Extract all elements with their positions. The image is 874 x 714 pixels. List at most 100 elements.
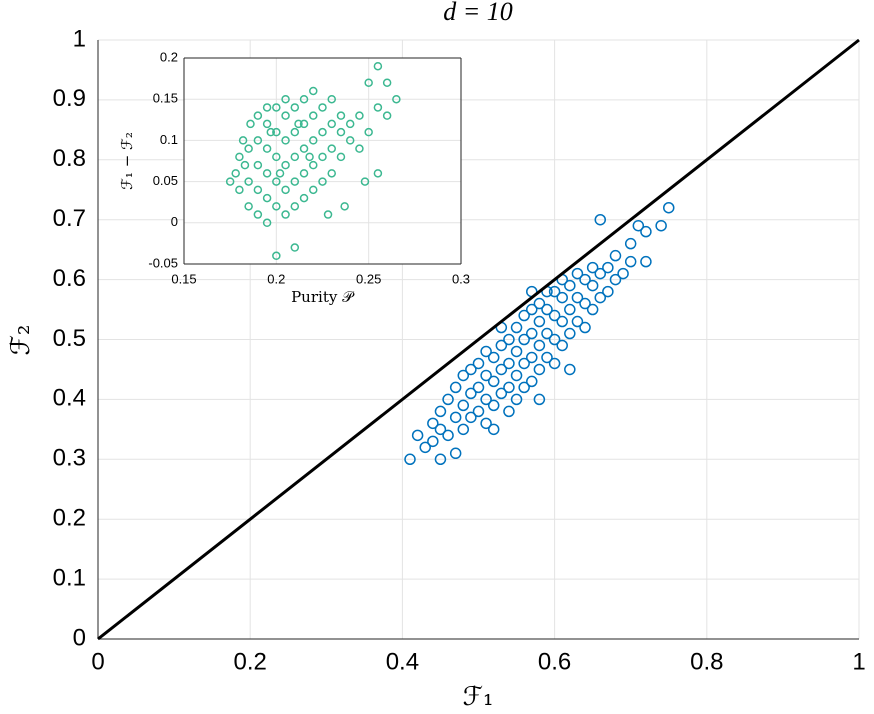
scatter-point — [526, 303, 538, 316]
scatter-point — [518, 357, 530, 370]
scatter-point — [262, 119, 272, 129]
scatter-point — [541, 351, 553, 364]
scatter-point — [262, 169, 272, 178]
scatter-point — [640, 255, 652, 268]
scatter-point — [571, 267, 584, 280]
scatter-point — [564, 363, 576, 376]
scatter-point — [427, 435, 439, 448]
y-tick-label: 0.6 — [53, 265, 86, 292]
y-tick-label: 0.8 — [53, 145, 86, 172]
scatter-point — [253, 185, 263, 195]
scatter-point — [382, 111, 392, 120]
scatter-point — [579, 273, 591, 286]
scatter-point — [345, 136, 355, 145]
scatter-point — [327, 119, 336, 129]
scatter-point — [495, 339, 508, 352]
scatter-point — [526, 327, 538, 340]
scatter-point — [225, 177, 235, 186]
scatter-point — [318, 177, 327, 186]
scatter-point — [272, 202, 281, 211]
plot: 0.15 0.2 0.25 0.3 -0.05 0 0.05 0.1 0.15 0.2 Purity… — [118, 49, 470, 306]
scatter-point — [299, 169, 309, 178]
scatter-point — [586, 279, 599, 292]
scatter-point — [299, 193, 309, 203]
scatter-point — [465, 411, 477, 424]
scatter-point — [336, 152, 346, 162]
y-tick-label: -0.05 — [148, 255, 178, 270]
scatter-point — [294, 119, 303, 129]
scatter-point — [392, 94, 401, 104]
scatter-point — [262, 193, 272, 203]
scatter-point — [327, 169, 336, 178]
y-tick-label: 0.15 — [153, 91, 178, 106]
scatter-point — [624, 255, 637, 268]
x-tick-label: 1 — [852, 648, 865, 675]
scatter-point — [244, 177, 253, 186]
scatter-point — [480, 369, 492, 382]
scatter-point — [244, 202, 253, 211]
scatter-point — [510, 393, 523, 406]
y-tick-label: 0.1 — [53, 564, 86, 591]
scatter-point — [480, 417, 492, 430]
scatter-point — [579, 297, 591, 310]
scatter-point — [253, 111, 263, 120]
scatter-point — [323, 210, 333, 219]
scatter-point — [231, 169, 240, 178]
scatter-point — [272, 177, 281, 186]
scatter-point — [571, 291, 584, 304]
scatter-point — [299, 144, 309, 153]
scatter-point — [457, 423, 470, 436]
x-tick-label: 0.6 — [538, 648, 571, 675]
scatter-point — [281, 210, 290, 219]
scatter-point — [480, 393, 492, 406]
y-tick-label: 0.2 — [53, 505, 86, 532]
scatter-point — [465, 387, 477, 400]
x-tick-label: 0 — [91, 648, 104, 675]
scatter-point — [327, 94, 336, 104]
scatter-point — [309, 160, 318, 170]
scatter-point — [564, 303, 576, 316]
scatter-point — [594, 267, 607, 280]
scatter-point — [487, 351, 500, 364]
scatter-point — [541, 303, 553, 316]
scatter-point — [503, 381, 515, 394]
scatter-point — [449, 447, 462, 460]
scatter-point — [246, 119, 255, 129]
scatter-point — [340, 202, 349, 211]
scatter-point — [266, 127, 276, 137]
scatter-point — [594, 291, 607, 304]
scatter-point — [609, 249, 622, 262]
scatter-point — [526, 375, 538, 388]
scatter-point — [434, 423, 447, 436]
scatter-point — [624, 237, 637, 250]
scatter-point — [382, 78, 392, 87]
scatter-point — [518, 333, 530, 346]
scatter-point — [503, 405, 515, 418]
y-tick-label: 0.7 — [53, 205, 86, 232]
scatter-point — [309, 111, 318, 120]
scatter-point — [262, 144, 272, 153]
scatter-point — [533, 297, 546, 310]
scatter-point — [373, 169, 383, 178]
scatter-point — [253, 210, 263, 219]
scatter-point — [465, 363, 477, 376]
scatter-point — [355, 111, 364, 120]
scatter-point — [411, 429, 424, 442]
scatter-point — [503, 333, 515, 346]
y-tick-label: 0.2 — [160, 49, 178, 64]
scatter-point — [275, 169, 285, 178]
scatter-point — [364, 127, 373, 137]
scatter-point — [442, 393, 454, 406]
scatter-point — [318, 152, 327, 162]
scatter-point — [548, 333, 561, 346]
scatter-point — [299, 94, 309, 104]
x-tick-label: 0.8 — [690, 648, 723, 675]
scatter-point — [533, 393, 546, 406]
scatter-point — [533, 315, 546, 328]
y-tick-label: 0.9 — [53, 85, 86, 112]
scatter-point — [480, 345, 492, 358]
y-tick-label: 0.05 — [153, 173, 178, 188]
plot: 0 0.2 0.4 0.6 0.8 1 0 0.1 0.2 0.3 0.4 0.5 0.6 0.7 0.8 0… — [6, 0, 866, 712]
scatter-point — [586, 261, 599, 274]
